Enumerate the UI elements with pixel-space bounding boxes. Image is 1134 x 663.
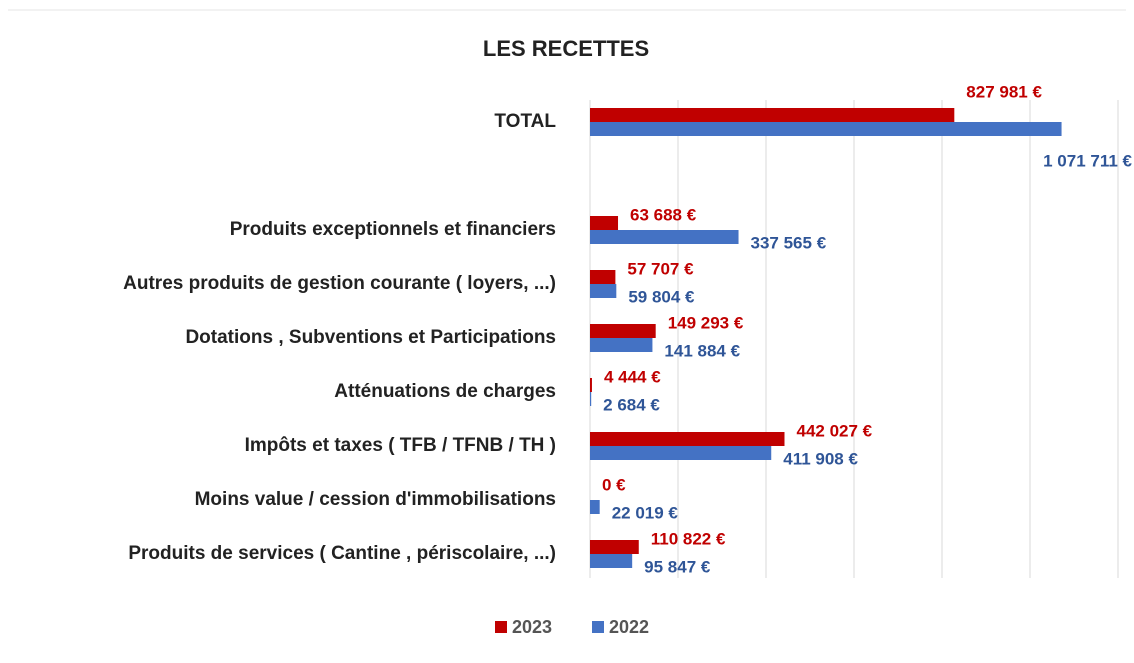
- data-label: 2 684 €: [603, 395, 660, 414]
- y-tick-label: TOTAL: [494, 111, 556, 132]
- bar: [590, 122, 1062, 136]
- y-tick-label: Produits exceptionnels et financiers: [230, 219, 556, 240]
- data-label: 0 €: [602, 475, 626, 494]
- y-tick-label: Autres produits de gestion courante ( lo…: [123, 273, 556, 294]
- data-label: 1 071 711 €: [1043, 151, 1132, 170]
- data-label: 827 981 €: [966, 82, 1042, 101]
- bar: [590, 378, 592, 392]
- data-label: 411 908 €: [783, 449, 858, 468]
- data-label: 337 565 €: [751, 233, 827, 252]
- data-label: 4 444 €: [604, 367, 661, 386]
- y-tick-label: Moins value / cession d'immobilisations: [195, 489, 556, 510]
- y-tick-label: Dotations , Subventions et Participation…: [185, 327, 556, 348]
- bar: [590, 500, 600, 514]
- data-label: 149 293 €: [668, 313, 744, 332]
- bar: [590, 324, 656, 338]
- y-tick-label: Produits de services ( Cantine , périsco…: [128, 543, 556, 564]
- data-label: 59 804 €: [628, 287, 695, 306]
- data-label: 63 688 €: [630, 205, 697, 224]
- y-tick-label: Impôts et taxes ( TFB / TFNB / TH ): [245, 435, 556, 456]
- legend-swatch: [495, 621, 507, 633]
- legend-swatch: [592, 621, 604, 633]
- data-label: 22 019 €: [612, 503, 679, 522]
- bar: [590, 554, 633, 568]
- y-tick-label: Atténuations de charges: [334, 381, 556, 402]
- bar: [590, 540, 639, 554]
- bar: [590, 446, 772, 460]
- bar: [590, 338, 653, 352]
- bar: [590, 216, 619, 230]
- bar: [590, 230, 739, 244]
- data-label: 141 884 €: [664, 341, 740, 360]
- bar: [590, 432, 785, 446]
- data-label: 110 822 €: [651, 529, 726, 548]
- chart-title: LES RECETTES: [483, 36, 649, 61]
- legend-label: 2023: [512, 617, 552, 637]
- bar: [590, 284, 617, 298]
- legend-label: 2022: [609, 617, 649, 637]
- bar: [590, 270, 616, 284]
- bar: [590, 108, 955, 122]
- bar: [590, 392, 592, 406]
- data-label: 442 027 €: [796, 421, 872, 440]
- data-label: 95 847 €: [644, 557, 711, 576]
- data-label: 57 707 €: [627, 259, 694, 278]
